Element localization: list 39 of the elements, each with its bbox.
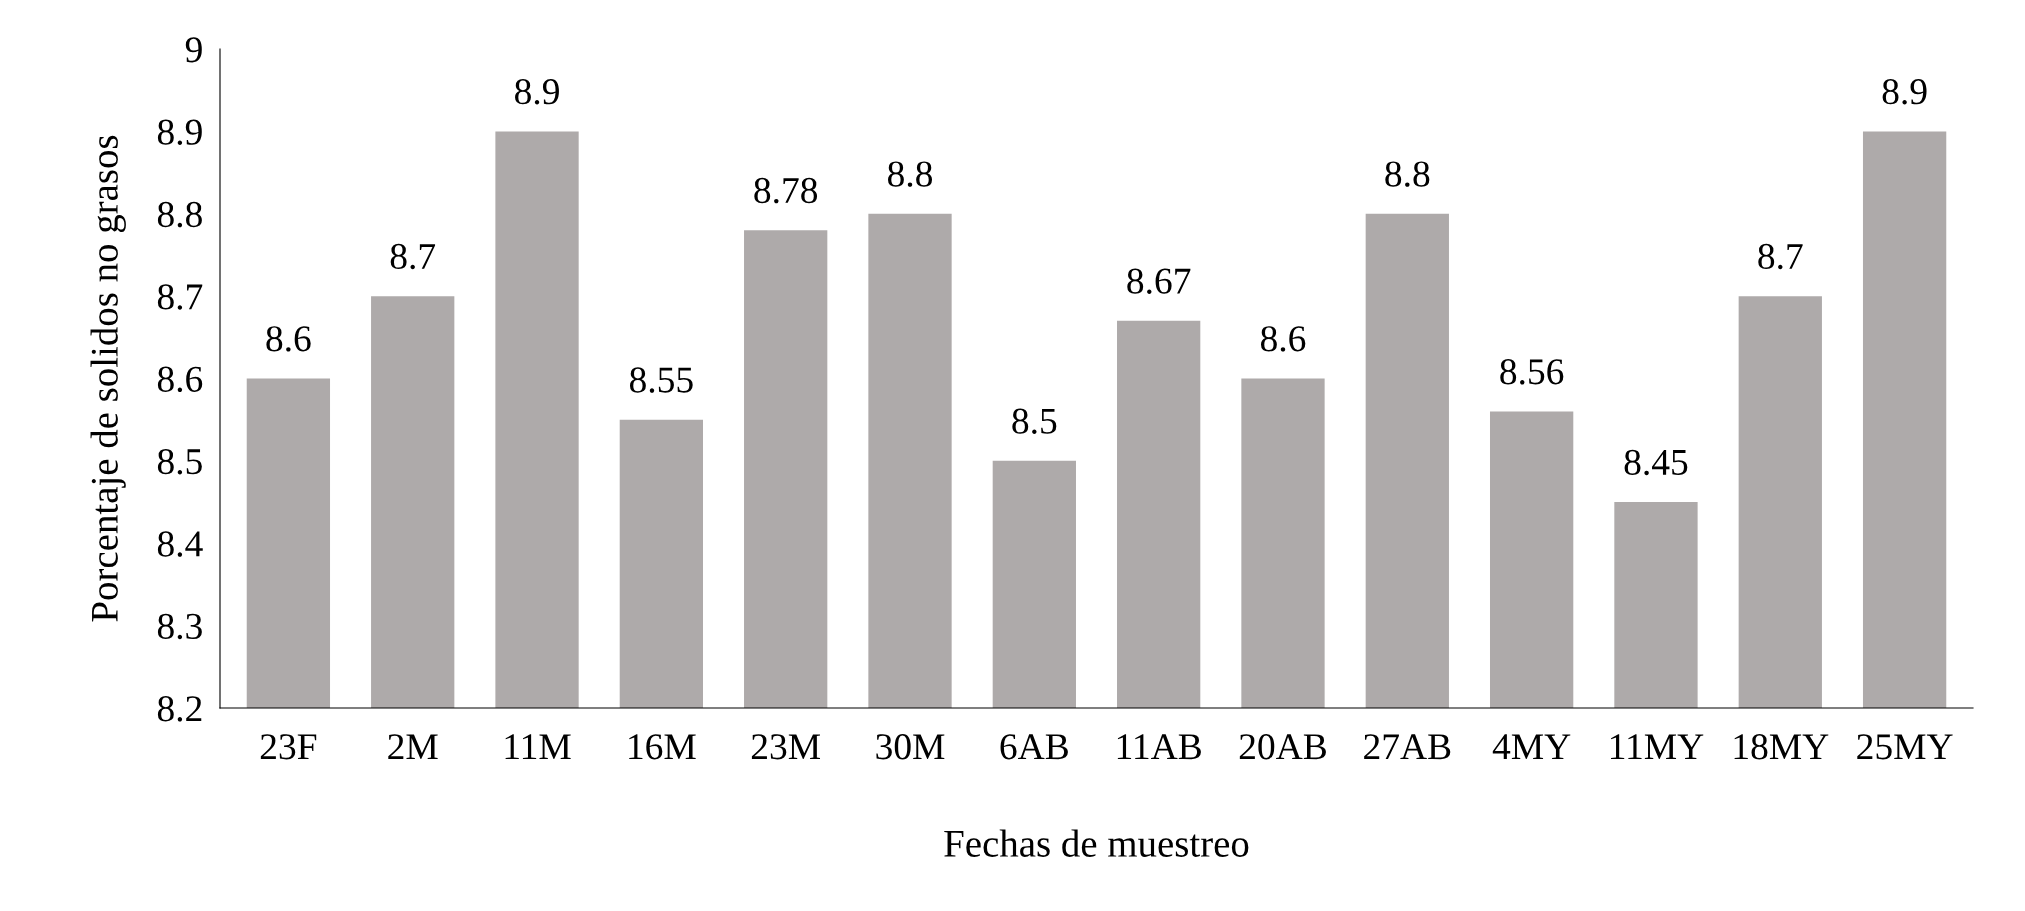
x-tick-label: 30M [876, 734, 945, 760]
x-tick-label: 4MY [1492, 734, 1571, 760]
data-label: 8.78 [754, 177, 818, 204]
data-label: 8.9 [515, 79, 559, 105]
x-tick-label: 23M [751, 734, 821, 760]
data-label: 8.8 [1385, 161, 1430, 187]
x-tick-label: 16M [629, 734, 696, 760]
y-tick-label: 9 [185, 37, 202, 63]
x-tick-label: 20AB [1239, 734, 1326, 760]
x-tick-label: 6AB [1000, 734, 1068, 760]
x-tick-label: 25MY [1857, 734, 1953, 760]
x-tick-label: 27AB [1364, 734, 1451, 760]
data-label: 8.5 [1012, 408, 1057, 434]
data-label: 8.7 [1758, 243, 1803, 270]
data-label: 8.8 [888, 161, 933, 187]
x-tick-label: 2M [388, 734, 438, 760]
y-tick-label: 8.8 [157, 201, 202, 228]
y-tick-label: 8.3 [157, 613, 202, 640]
x-tick-label: 23F [260, 734, 317, 760]
y-tick-label: 8.5 [157, 448, 202, 475]
data-label: 8.6 [266, 326, 311, 352]
data-label: 8.9 [1882, 79, 1927, 105]
data-label: 8.55 [629, 367, 693, 393]
x-tick-label: 11M [505, 734, 571, 760]
x-tick-label: 11AB [1117, 734, 1201, 760]
data-label: 8.6 [1260, 326, 1306, 352]
data-label: 8.56 [1500, 359, 1564, 385]
data-label: 8.67 [1127, 268, 1191, 294]
data-label: 8.45 [1624, 449, 1688, 476]
y-tick-label: 8.7 [157, 284, 203, 310]
y-tick-label: 8.9 [157, 119, 202, 145]
x-tick-label: 18MY [1734, 734, 1829, 760]
y-tick-label: 8.6 [157, 366, 203, 393]
y-tick-label: 8.4 [157, 531, 203, 557]
data-label: 8.7 [390, 243, 436, 270]
y-tick-label: 8.2 [157, 696, 202, 722]
x-axis-title: Fechas de muestreo [944, 829, 1249, 857]
y-axis-title: Porcentaje de solidos no grasos [90, 135, 126, 622]
x-tick-label: 11MY [1611, 734, 1704, 760]
